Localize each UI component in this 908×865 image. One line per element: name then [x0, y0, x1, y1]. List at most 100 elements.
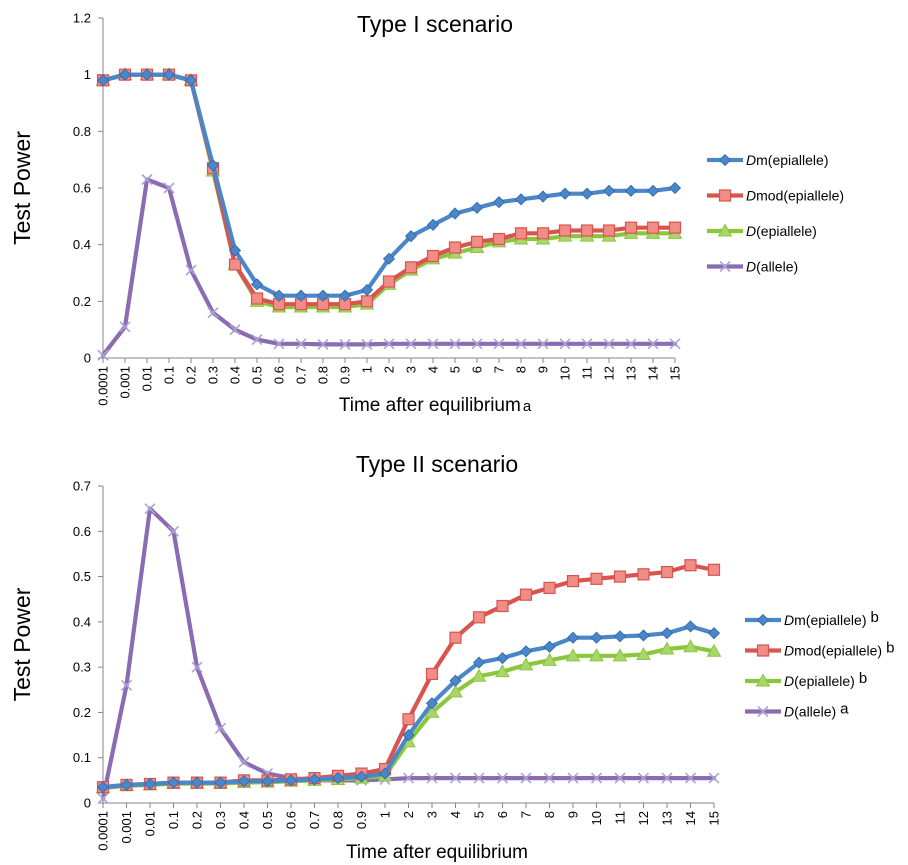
x-axis-label: Time after equilibrium: [346, 842, 528, 863]
legend-label-italic: D: [784, 612, 794, 628]
x-tick-label: 8: [514, 366, 529, 373]
data-point: [637, 568, 650, 581]
x-tick-label: 0.6: [284, 811, 299, 829]
data-point: [492, 232, 506, 246]
data-point: [559, 338, 571, 350]
data-point: [536, 190, 550, 203]
data-point: [668, 221, 682, 234]
y-axis-label: Test Power: [9, 131, 35, 245]
x-tick-label: 9: [566, 811, 581, 818]
data-point: [684, 772, 697, 784]
y-tick-label: 0.6: [73, 524, 91, 539]
legend-label: Dmod(epiallele) b: [784, 640, 894, 659]
x-tick-label: 0.5: [260, 811, 275, 829]
data-point: [519, 588, 533, 601]
legend-label-superscript: b: [886, 640, 894, 657]
data-point: [708, 772, 720, 784]
data-point: [590, 772, 603, 784]
data-point: [425, 667, 439, 681]
x-tick-label: 0.6: [272, 366, 287, 384]
data-point: [308, 773, 321, 786]
data-point: [589, 648, 604, 662]
data-point: [206, 159, 220, 172]
x-tick-label: 8: [542, 811, 557, 818]
legend-marker: [756, 644, 770, 657]
x-tick-label: 0.4: [228, 366, 243, 384]
x-tick-label: 2: [401, 811, 416, 818]
data-point: [167, 776, 180, 789]
y-tick-label: 0.4: [73, 614, 91, 629]
x-tick-label: 0.001: [119, 811, 134, 844]
data-point: [96, 74, 110, 87]
legend-label: Dm(epiallele) b: [784, 609, 879, 628]
legend-label: Dm(epiallele): [746, 152, 828, 168]
legend-entry: D(allele): [707, 259, 798, 275]
x-tick-label: 0.3: [206, 366, 221, 384]
data-point: [120, 778, 133, 791]
data-point: [382, 252, 396, 265]
data-point: [382, 275, 396, 288]
x-tick-label: 5: [472, 811, 487, 818]
data-point: [472, 611, 486, 624]
x-tick-label: 2: [382, 366, 397, 373]
chart-panel-1: Type I scenario 0 0.2 0.4 0.6 0.8 1 1.2 0.0001 0.…: [9, 11, 844, 417]
data-point: [424, 704, 440, 718]
x-tick-label: 0.7: [307, 811, 322, 829]
y-tick-label: 1.2: [73, 11, 91, 26]
data-point: [580, 224, 594, 237]
data-point: [612, 648, 628, 662]
data-point: [425, 697, 439, 710]
data-point: [448, 684, 463, 698]
legend-marker: [718, 153, 732, 167]
y-tick-label: 0.8: [73, 124, 91, 139]
legend-marker: [717, 223, 733, 237]
data-point: [625, 338, 637, 350]
data-point: [449, 631, 462, 644]
x-tick-label: 15: [668, 366, 683, 380]
legend-label-italic: D: [746, 223, 756, 239]
legend-label-superscript: b: [859, 670, 867, 687]
x-tick-label: 4: [426, 366, 441, 373]
x-tick-label: 15: [707, 811, 722, 825]
x-tick-label: 0.1: [162, 366, 177, 384]
data-point: [661, 772, 673, 784]
legend-label-italic: D: [784, 643, 794, 659]
legend-entry: Dm(epiallele) b: [745, 609, 879, 628]
x-tick-label: 0.2: [190, 811, 205, 829]
legend-label-superscript: a: [840, 701, 849, 718]
x-tick-label: 1: [378, 811, 393, 818]
data-point: [590, 631, 603, 644]
legend-entry: Dmod(epiallele) b: [745, 640, 894, 659]
series-square: [96, 559, 721, 794]
data-point: [683, 639, 698, 653]
data-point: [163, 182, 175, 194]
data-point: [120, 679, 133, 691]
x-tick-label: 0.8: [331, 811, 346, 829]
x-tick-label: 0.0001: [96, 366, 111, 406]
data-point: [404, 261, 418, 274]
data-point: [207, 307, 219, 319]
x-tick-label: 0.3: [213, 811, 228, 829]
data-point: [250, 278, 264, 291]
data-point: [140, 68, 154, 81]
data-point: [684, 559, 697, 572]
y-tick-label: 0.1: [73, 750, 91, 765]
x-tick-label: 0.9: [354, 811, 369, 829]
data-point: [378, 767, 392, 780]
data-point: [237, 775, 251, 788]
data-point: [624, 221, 638, 234]
x-tick-label: 13: [624, 366, 639, 380]
data-point: [471, 338, 483, 350]
data-point: [566, 574, 580, 588]
legend-label-rest: (allele): [756, 259, 798, 275]
data-point: [515, 338, 527, 350]
data-point: [613, 570, 627, 583]
data-point: [602, 184, 616, 197]
data-point: [602, 224, 616, 237]
data-point: [669, 338, 681, 350]
data-point: [496, 599, 509, 613]
data-point: [543, 581, 556, 594]
chart-panel-2: Type II scenario 0 0.1 0.2 0.3 0.4 0.5 0.6 0.7 0.…: [9, 451, 894, 863]
data-point: [543, 772, 556, 784]
x-tick-label: 4: [448, 811, 463, 818]
